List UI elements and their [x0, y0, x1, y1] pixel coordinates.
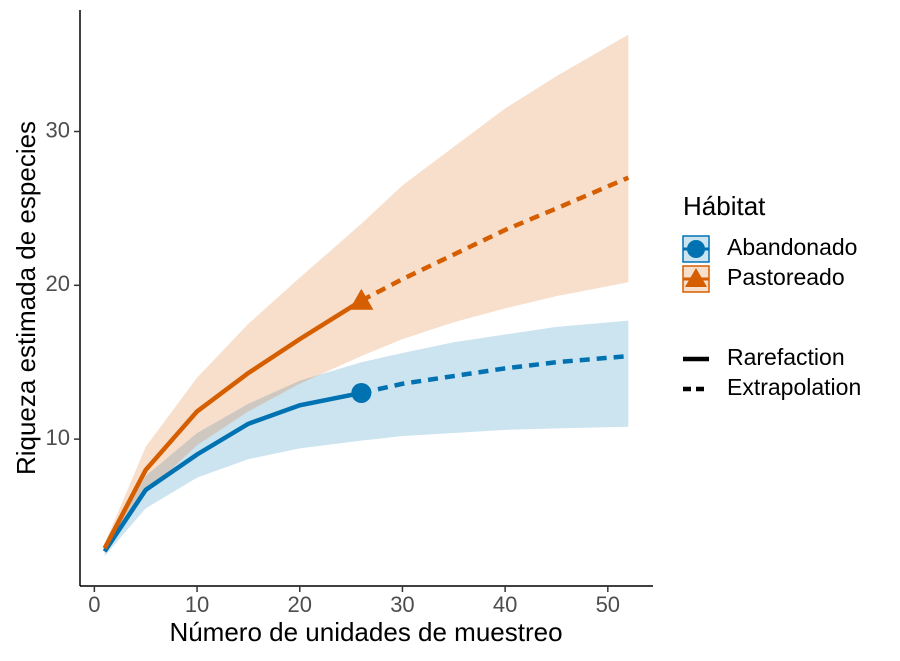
- legend-label: Extrapolation: [727, 374, 861, 400]
- confidence-band: [104, 320, 629, 557]
- y-axis-title: Riqueza estimada de especies: [11, 121, 41, 475]
- legend-label: Abandonado: [727, 234, 857, 260]
- x-tick-label: 50: [596, 592, 620, 617]
- rarefaction-line: [102, 390, 362, 553]
- x-tick-label: 0: [88, 592, 100, 617]
- legend-marker: [687, 240, 705, 258]
- extrapolation-line: [360, 353, 629, 396]
- x-tick-label: 40: [493, 592, 517, 617]
- y-tick-label: 20: [46, 271, 70, 296]
- legend-label: Rarefaction: [727, 344, 845, 370]
- x-tick-label: 10: [185, 592, 209, 617]
- confidence-band: [104, 34, 629, 553]
- legend-marker: [685, 268, 707, 287]
- y-tick-label: 10: [46, 425, 70, 450]
- observed-point: [349, 288, 374, 310]
- legend-label: Pastoreado: [727, 264, 845, 290]
- x-tick-label: 20: [288, 592, 312, 617]
- extrapolation-line: [360, 175, 630, 303]
- x-tick-label: 30: [390, 592, 414, 617]
- x-axis-title: Número de unidades de muestreo: [169, 617, 562, 647]
- rarefaction-line: [102, 298, 363, 550]
- observed-point: [351, 382, 372, 403]
- y-tick-label: 30: [46, 117, 70, 142]
- legend-title: Hábitat: [683, 191, 766, 221]
